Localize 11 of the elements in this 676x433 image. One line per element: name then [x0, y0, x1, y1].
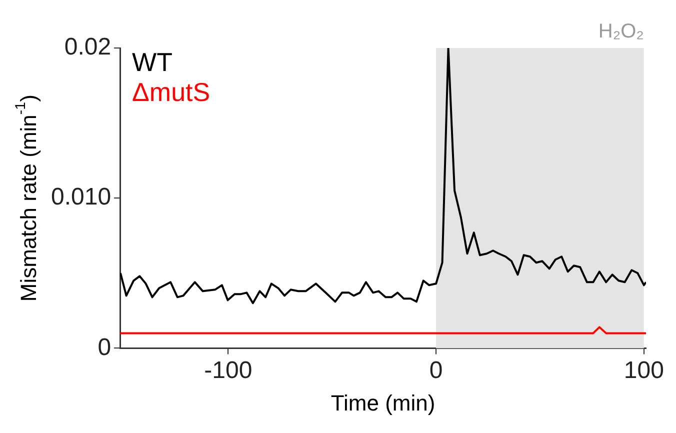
y-tick-label: 0.02: [64, 34, 112, 61]
y-tick-label: 0.010: [50, 184, 112, 211]
x-axis-title: Time (min): [330, 390, 436, 416]
x-tick-label: -100: [204, 357, 252, 384]
y-axis-title: Mismatch rate (min-1): [13, 94, 42, 302]
x-tick-label: 0: [429, 357, 443, 384]
y-tick-label: 0: [98, 334, 112, 361]
band-label: H₂O₂: [598, 20, 644, 43]
x-tick-label: 100: [624, 357, 664, 384]
text: WT: [132, 47, 173, 78]
text: ΔmutS: [132, 77, 210, 108]
